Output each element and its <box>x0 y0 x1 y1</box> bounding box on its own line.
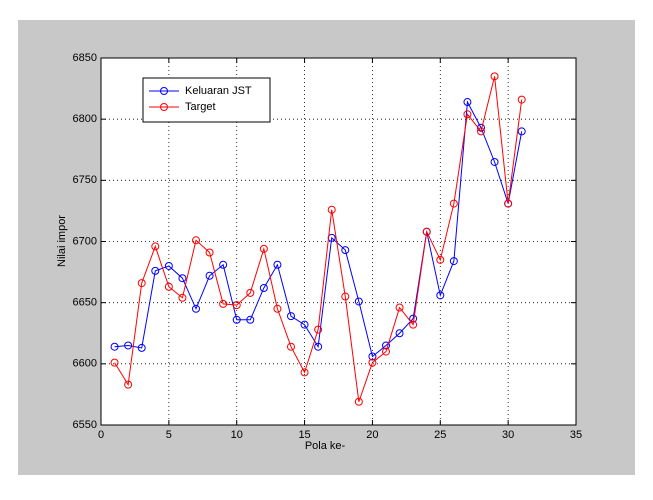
y-tick-label: 6800 <box>73 113 97 125</box>
data-point <box>382 341 390 350</box>
data-point <box>327 205 336 214</box>
data-point <box>137 343 146 352</box>
data-point <box>192 236 200 245</box>
x-tick-label: 25 <box>434 429 446 441</box>
data-point <box>259 283 268 292</box>
data-point <box>178 293 187 302</box>
data-point <box>246 315 255 324</box>
y-axis-label: Nilai impor <box>56 215 68 267</box>
data-point <box>463 110 472 119</box>
data-point <box>205 271 214 280</box>
y-tick-label: 6600 <box>73 358 97 370</box>
data-point <box>232 315 241 324</box>
data-point <box>409 320 418 329</box>
legend-box <box>142 77 271 123</box>
data-point <box>164 261 173 270</box>
x-tick-label: 15 <box>298 429 310 441</box>
data-point <box>368 358 377 367</box>
data-point <box>151 266 160 275</box>
y-tick-label: 6550 <box>73 419 97 431</box>
data-point <box>110 342 119 351</box>
data-point <box>273 304 282 313</box>
data-point <box>490 72 499 81</box>
data-point <box>192 304 200 313</box>
y-tick-label: 6750 <box>73 174 97 186</box>
x-tick-label: 10 <box>231 429 243 441</box>
x-tick-label: 30 <box>502 429 514 441</box>
data-point <box>124 341 133 350</box>
data-point <box>178 274 187 283</box>
data-point <box>341 246 350 255</box>
x-tick-label: 0 <box>98 429 104 441</box>
data-point <box>151 242 160 251</box>
series-line <box>114 76 523 402</box>
x-tick-label: 5 <box>166 429 172 441</box>
data-point <box>205 248 214 257</box>
data-point <box>449 199 458 208</box>
data-point <box>354 297 363 306</box>
data-point <box>477 127 485 136</box>
data-point <box>273 260 282 269</box>
y-tick-label: 6700 <box>73 235 97 247</box>
data-point <box>219 260 228 269</box>
data-point <box>137 279 146 288</box>
data-point <box>368 352 377 361</box>
data-point <box>314 342 323 351</box>
data-point <box>382 347 390 356</box>
data-point <box>300 320 309 329</box>
legend-label: Keluaran JST <box>185 85 252 97</box>
data-point <box>300 368 309 377</box>
data-point <box>287 312 295 321</box>
data-point <box>517 127 526 136</box>
legend-marker <box>160 87 168 95</box>
legend: Keluaran JST Target <box>142 77 271 123</box>
data-point <box>164 282 173 291</box>
data-point <box>341 292 350 301</box>
y-tick-label: 6850 <box>73 52 97 64</box>
data-point <box>504 199 513 208</box>
legend-marker <box>160 103 168 111</box>
data-point <box>259 244 268 253</box>
data-point <box>287 342 295 351</box>
data-point <box>124 380 133 389</box>
data-point <box>314 325 323 334</box>
data-point <box>449 257 458 266</box>
series-line <box>114 100 523 358</box>
data-point <box>110 358 119 367</box>
data-point <box>436 291 445 300</box>
x-axis-label: Pola ke- <box>305 440 346 452</box>
data-point <box>219 299 228 308</box>
y-tick-label: 6650 <box>73 297 97 309</box>
data-point <box>246 288 255 297</box>
data-point <box>436 255 445 264</box>
data-point <box>517 95 526 104</box>
data-point <box>354 397 363 406</box>
data-point <box>463 98 472 107</box>
x-tick-label: 20 <box>366 429 378 441</box>
data-point <box>395 303 404 312</box>
x-tick-label: 35 <box>570 429 582 441</box>
data-point <box>490 157 499 166</box>
legend-label: Target <box>185 101 216 113</box>
data-point <box>422 227 431 236</box>
data-point <box>395 329 404 338</box>
data-point <box>232 301 241 310</box>
